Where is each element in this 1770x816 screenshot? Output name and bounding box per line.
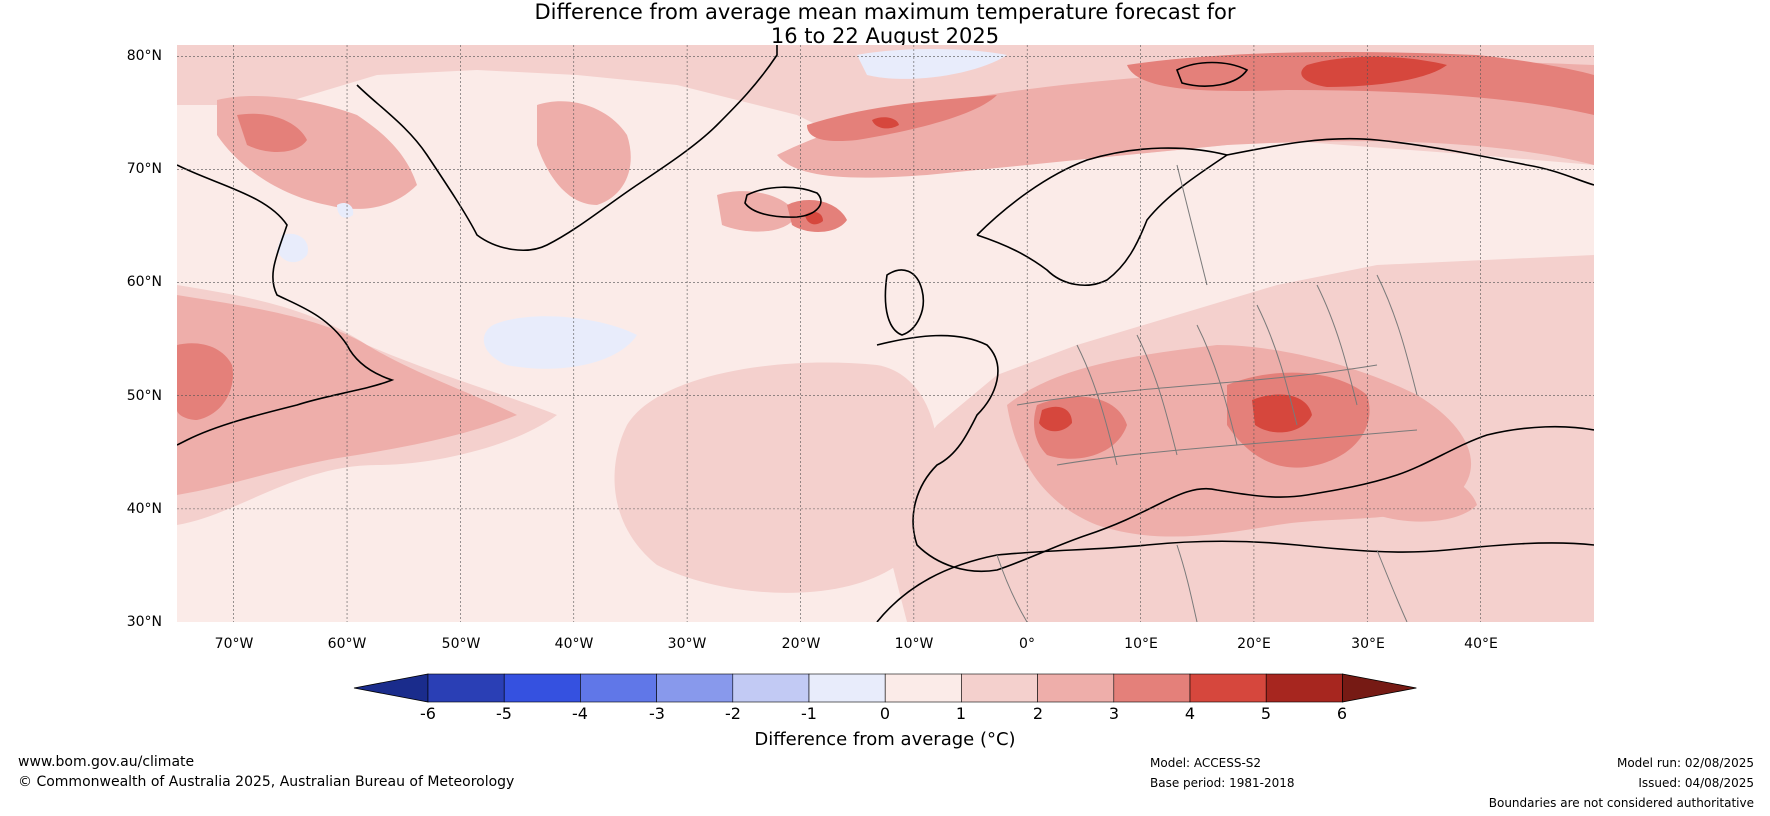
lat-label-80n: 80°N — [126, 48, 162, 64]
colorbar-segment — [808, 673, 886, 703]
colorbar-tick-4: 4 — [1184, 704, 1196, 723]
colorbar-label: Difference from average (°C) — [754, 729, 1016, 750]
model-text: Model: ACCESS-S2 — [1150, 756, 1262, 770]
colorbar-segment — [580, 673, 657, 703]
colorbar-tick-neg1: -1 — [801, 704, 817, 723]
colorbar-segment — [1037, 673, 1115, 703]
colorbar-segment — [961, 673, 1038, 703]
map-panel — [177, 45, 1594, 622]
lat-label-50n: 50°N — [126, 388, 162, 404]
lon-label-70w: 70°W — [214, 636, 254, 652]
lon-label-30e: 30°E — [1351, 636, 1385, 652]
lon-label-10w: 10°W — [894, 636, 934, 652]
colorbar — [353, 673, 1417, 703]
coast-scandinavia — [976, 147, 1229, 286]
colorbar-segment — [732, 673, 810, 703]
colorbar-extend-high — [1342, 673, 1417, 703]
colorbar-segment — [427, 673, 505, 703]
graticule — [177, 45, 1594, 622]
colorbar-segment — [656, 673, 734, 703]
coastlines — [177, 45, 1594, 622]
colorbar-segment — [1189, 673, 1267, 703]
lon-label-50w: 50°W — [441, 636, 481, 652]
colorbar-extend-low — [353, 673, 429, 703]
lat-label-60n: 60°N — [126, 274, 162, 290]
colorbar-tick-2: 2 — [1032, 704, 1044, 723]
colorbar-tick-6: 6 — [1336, 704, 1348, 723]
lon-label-40e: 40°E — [1464, 636, 1498, 652]
map-canvas — [177, 45, 1594, 622]
copyright-text: © Commonwealth of Australia 2025, Austra… — [18, 774, 515, 790]
title-line-1: Difference from average mean maximum tem… — [534, 0, 1236, 24]
colorbar-segment — [1265, 673, 1343, 703]
base-period-text: Base period: 1981-2018 — [1150, 776, 1295, 790]
title-line-2: 16 to 22 August 2025 — [770, 24, 1000, 48]
issued-text: Issued: 04/08/2025 — [1638, 776, 1754, 790]
coast-iceland — [744, 186, 822, 218]
colorbar-tick-0: 0 — [879, 704, 891, 723]
colorbar-tick-neg2: -2 — [725, 704, 741, 723]
colorbar-tick-3: 3 — [1108, 704, 1120, 723]
chart-title: Difference from average mean maximum tem… — [0, 0, 1770, 48]
colorbar-tick-neg6: -6 — [420, 704, 436, 723]
colorbar-tick-neg3: -3 — [649, 704, 665, 723]
coast-russia-arctic — [1226, 137, 1594, 186]
coast-canada — [177, 164, 395, 446]
disclaimer-text: Boundaries are not considered authoritat… — [1488, 796, 1754, 810]
colorbar-segments — [353, 673, 1417, 703]
coast-europe — [876, 334, 1594, 573]
lat-label-70n: 70°N — [126, 161, 162, 177]
lon-label-60w: 60°W — [327, 636, 367, 652]
colorbar-segment — [503, 673, 581, 703]
lat-label-40n: 40°N — [126, 501, 162, 517]
lon-label-0: 0° — [1019, 636, 1035, 652]
coast-svalbard — [1175, 61, 1249, 87]
website-link[interactable]: www.bom.gov.au/climate — [18, 754, 195, 770]
country-boundaries — [996, 164, 1418, 622]
colorbar-tick-neg4: -4 — [572, 704, 588, 723]
lon-label-40w: 40°W — [554, 636, 594, 652]
colorbar-segment — [884, 673, 962, 703]
coast-greenland — [356, 45, 778, 251]
lon-label-30w: 30°W — [667, 636, 707, 652]
model-run-text: Model run: 02/08/2025 — [1616, 756, 1754, 770]
lon-label-20e: 20°E — [1237, 636, 1271, 652]
colorbar-tick-1: 1 — [955, 704, 967, 723]
colorbar-segment — [1113, 673, 1191, 703]
lat-label-30n: 30°N — [126, 614, 162, 630]
colorbar-tick-neg5: -5 — [496, 704, 512, 723]
lon-label-10e: 10°E — [1124, 636, 1158, 652]
coast-north-africa — [876, 540, 1594, 622]
coast-british-isles — [884, 269, 924, 336]
lon-label-20w: 20°W — [781, 636, 821, 652]
colorbar-tick-5: 5 — [1260, 704, 1272, 723]
